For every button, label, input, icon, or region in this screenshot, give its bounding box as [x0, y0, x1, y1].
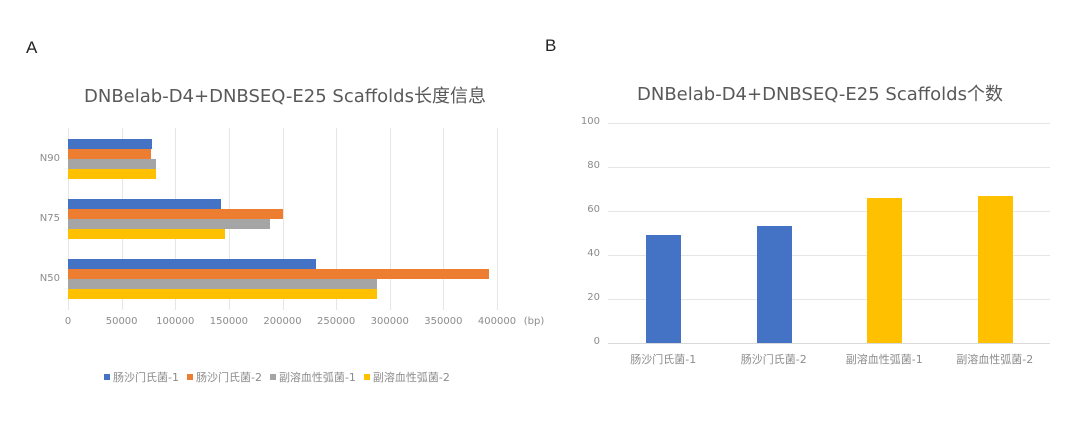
- chart-a-x-tick: 250000: [317, 316, 356, 327]
- chart-a-gridline: [282, 128, 284, 310]
- chart-a-x-tick: 100000: [156, 316, 195, 327]
- chart-b-y-tick: 60: [587, 204, 600, 215]
- chart-b-bar: [646, 235, 682, 343]
- chart-a-legend-item: 副溶血性弧菌-1: [269, 369, 356, 385]
- chart-a-title: DNBelab-D4+DNBSEQ-E25 Scaffolds长度信息: [84, 86, 486, 107]
- chart-a-category-label: N90: [39, 153, 60, 164]
- chart-a-plot-area: [68, 128, 498, 310]
- chart-a-bar: [68, 269, 490, 279]
- chart-b-gridline: [608, 343, 1050, 344]
- chart-a-x-tick: 150000: [209, 316, 248, 327]
- chart-b-bar: [867, 197, 903, 343]
- panel-b-label: B: [545, 36, 557, 55]
- chart-a-legend-item: 肠沙门氏菌-1: [104, 369, 179, 385]
- chart-a-gridline: [497, 128, 498, 310]
- chart-a-bar: [68, 229, 225, 239]
- chart-b-category-label: 肠沙门氏菌-1: [630, 353, 697, 366]
- chart-a-bar: [68, 259, 316, 269]
- chart-a-bar: [68, 149, 151, 159]
- chart-b-category-label: 副溶血性弧菌-1: [845, 353, 923, 366]
- chart-a-bar: [68, 139, 152, 149]
- legend-label: 肠沙门氏菌-1: [113, 371, 179, 384]
- chart-a-gridline: [389, 128, 391, 310]
- chart-a-bar: [68, 279, 377, 289]
- chart-b-category-label: 肠沙门氏菌-2: [740, 353, 807, 366]
- chart-a-legend: 肠沙门氏菌-1 肠沙门氏菌-2 副溶血性弧菌-1 副溶血性弧菌-2: [104, 369, 450, 385]
- chart-a-x-tick: 50000: [105, 316, 138, 327]
- legend-label: 副溶血性弧菌-2: [372, 371, 450, 384]
- chart-b-bar: [756, 226, 792, 343]
- chart-a-legend-item: 副溶血性弧菌-2: [363, 369, 450, 385]
- chart-b-y-tick: 100: [580, 116, 600, 127]
- chart-a-bar: [68, 199, 222, 209]
- chart-b-y-tick: 20: [587, 292, 600, 303]
- chart-a-x-tick: 350000: [424, 316, 463, 327]
- chart-a-x-unit: (bp): [523, 316, 545, 327]
- chart-a-bar: [68, 219, 270, 229]
- chart-b-gridline: [608, 255, 1050, 256]
- chart-a-gridline: [443, 128, 445, 310]
- chart-b-y-tick: 0: [593, 336, 600, 347]
- chart-a-x-tick: 0: [64, 316, 72, 327]
- legend-label: 肠沙门氏菌-2: [195, 371, 262, 384]
- chart-b-gridline: [608, 299, 1050, 300]
- legend-swatch-icon: [104, 374, 110, 380]
- chart-b-gridline: [608, 167, 1050, 168]
- legend-swatch-icon: [186, 374, 193, 380]
- chart-b-y-tick: 80: [587, 160, 600, 171]
- chart-b-gridline: [608, 211, 1050, 212]
- chart-b-gridline: [608, 123, 1050, 124]
- chart-a-legend-item: 肠沙门氏菌-2: [186, 369, 262, 385]
- chart-b-y-tick: 40: [587, 248, 600, 259]
- chart-a-category-label: N75: [39, 213, 60, 224]
- chart-b-plot-area: [608, 123, 1050, 344]
- chart-a-category-label: N50: [39, 273, 60, 284]
- chart-b-bar: [977, 195, 1013, 343]
- chart-a-bar: [68, 169, 156, 179]
- chart-a-x-tick: 400000: [477, 316, 517, 327]
- chart-a-x-tick: 300000: [370, 316, 409, 327]
- chart-a-bar: [68, 209, 283, 219]
- chart-b-title: DNBelab-D4+DNBSEQ-E25 Scaffolds个数: [637, 84, 1003, 105]
- chart-a-bar: [68, 289, 377, 299]
- legend-swatch-icon: [363, 374, 370, 380]
- chart-a-bar: [68, 159, 156, 169]
- chart-a-gridline: [336, 128, 338, 310]
- legend-swatch-icon: [269, 374, 276, 380]
- chart-a-x-tick: 200000: [263, 316, 302, 327]
- chart-b-category-label: 副溶血性弧菌-2: [956, 353, 1034, 366]
- legend-label: 副溶血性弧菌-1: [278, 371, 356, 384]
- panel-a-label: A: [26, 38, 38, 57]
